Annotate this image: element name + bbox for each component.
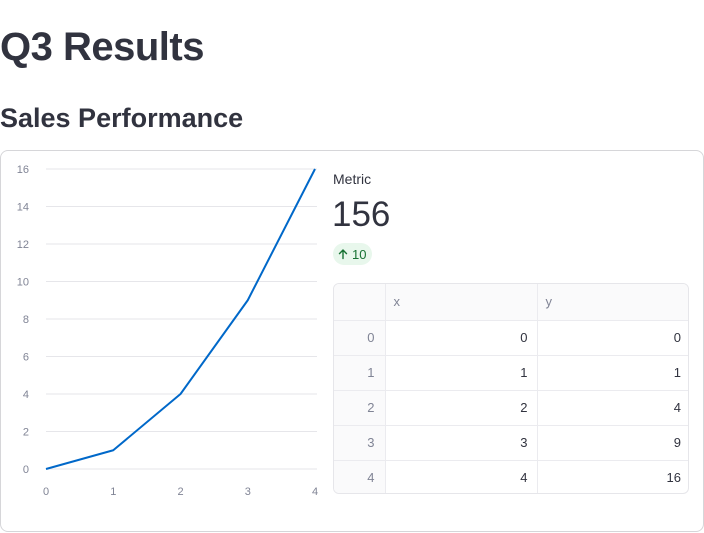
section-title: Sales Performance bbox=[0, 103, 244, 133]
x-tick-label: 2 bbox=[177, 486, 183, 498]
x-tick-label: 1 bbox=[110, 486, 116, 498]
arrow-up-icon bbox=[337, 248, 349, 260]
y-tick-label: 8 bbox=[23, 314, 29, 326]
y-tick-label: 4 bbox=[23, 389, 29, 401]
table-cell-y[interactable]: 0 bbox=[537, 320, 688, 356]
y-tick-label: 10 bbox=[17, 277, 29, 289]
table-cell-y[interactable]: 16 bbox=[666, 470, 681, 486]
y-tick-label: 16 bbox=[17, 164, 29, 176]
x-tick-label: 3 bbox=[245, 486, 251, 498]
x-tick-label: 4 bbox=[312, 486, 318, 498]
table-header-x[interactable]: x bbox=[385, 284, 538, 321]
table-row: 0 0 0 bbox=[334, 320, 688, 356]
data-table[interactable]: x y 0 0 0 1 1 1 2 2 4 bbox=[333, 283, 689, 494]
table-cell-x[interactable]: 0 bbox=[385, 320, 538, 356]
results-card: 0 2 4 6 8 10 12 14 16 0 1 2 3 4 Metric 156 10 x y 0 0 bbox=[0, 150, 704, 532]
y-tick-label: 2 bbox=[23, 427, 29, 439]
line-chart: 0 2 4 6 8 10 12 14 16 0 1 2 3 4 bbox=[1, 151, 321, 511]
metric-delta-badge: 10 bbox=[333, 243, 373, 265]
table-cell-y[interactable]: 9 bbox=[537, 425, 688, 461]
table-header-index[interactable] bbox=[334, 284, 386, 321]
y-tick-label: 6 bbox=[23, 352, 29, 364]
table-row: 2 2 4 bbox=[334, 390, 688, 426]
table-cell-x[interactable]: 2 bbox=[385, 390, 538, 426]
table-cell-y[interactable]: 1 bbox=[537, 355, 688, 391]
metric-delta-value: 10 bbox=[352, 246, 367, 262]
table-row-index: 4 bbox=[334, 460, 386, 493]
series-line bbox=[45, 168, 316, 470]
table-header-y[interactable]: y bbox=[537, 284, 688, 321]
table-row-index: 3 bbox=[334, 425, 386, 461]
table-cell-x[interactable]: 4 bbox=[385, 460, 538, 493]
table-row: 4 4 16 bbox=[334, 460, 688, 493]
page-title: Q3 Results bbox=[0, 25, 204, 69]
table-row-index: 0 bbox=[334, 320, 386, 356]
table-header-row: x y bbox=[334, 284, 688, 321]
metric-label: Metric bbox=[333, 171, 372, 187]
metric-value: 156 bbox=[332, 195, 391, 234]
table-cell-y[interactable]: 4 bbox=[537, 390, 688, 426]
y-tick-label: 14 bbox=[17, 202, 29, 214]
table-cell-x[interactable]: 3 bbox=[385, 425, 538, 461]
table-row-index: 1 bbox=[334, 355, 386, 391]
y-tick-label: 12 bbox=[17, 239, 29, 251]
table-row: 1 1 1 bbox=[334, 355, 688, 391]
table-row-index: 2 bbox=[334, 390, 386, 426]
x-tick-label: 0 bbox=[43, 486, 49, 498]
y-tick-label: 0 bbox=[23, 464, 29, 476]
table-cell-x[interactable]: 1 bbox=[385, 355, 538, 391]
table-row: 3 3 9 bbox=[334, 425, 688, 461]
